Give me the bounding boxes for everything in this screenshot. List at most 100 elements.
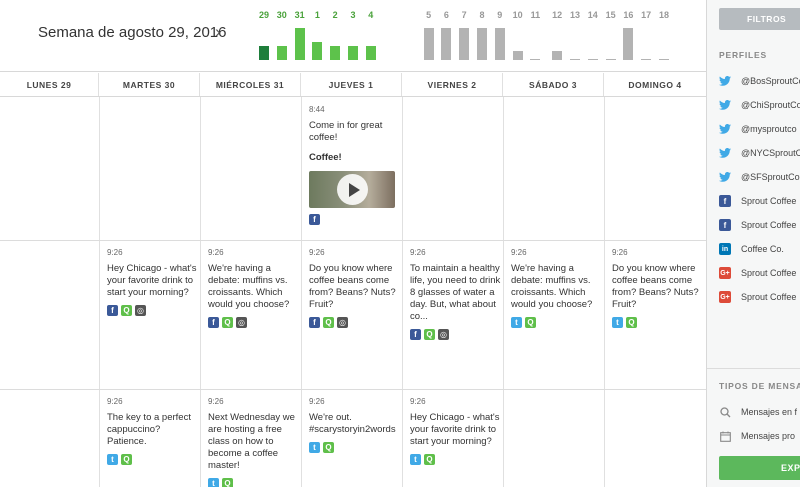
post-card[interactable]: 9:26 To maintain a healthy life, you nee… <box>410 248 502 340</box>
profile-name: Sprout Coffee <box>741 196 797 206</box>
post-text: Hey Chicago - what's your favorite drink… <box>107 263 197 298</box>
profile-item[interactable]: G+ Sprout Coffee <box>719 265 796 281</box>
histogram-day-label: 9 <box>497 10 503 20</box>
histogram-bar[interactable] <box>641 58 652 60</box>
facebook-icon: f <box>309 214 320 225</box>
histogram-day-label: 16 <box>623 10 634 20</box>
message-type-item[interactable]: Mensajes pro <box>719 430 795 442</box>
histogram-bar[interactable] <box>348 46 358 60</box>
profile-name: @ChiSproutCo <box>741 100 800 110</box>
histogram-bar[interactable] <box>441 28 452 60</box>
post-card[interactable]: 9:26 We're having a debate: muffins vs. … <box>208 248 300 328</box>
message-type-item[interactable]: Mensajes en f <box>719 406 797 418</box>
twitter-icon <box>719 99 731 111</box>
week-title: Semana de agosto 29, 2016 <box>38 24 227 41</box>
histogram-day-label: 17 <box>641 10 652 20</box>
profile-item[interactable]: @NYCSproutCo <box>719 145 800 161</box>
histogram-day-label: 31 <box>294 10 305 20</box>
histogram-day-label: 5 <box>426 10 432 20</box>
histogram-day-label: 14 <box>587 10 598 20</box>
search-icon <box>719 406 731 418</box>
post-text: To maintain a healthy life, you need to … <box>410 263 501 322</box>
profile-name: @SFSproutCo <box>741 172 800 182</box>
histogram-bar[interactable] <box>423 28 434 60</box>
post-text: Do you know where coffee beans come from… <box>309 263 396 310</box>
export-button[interactable]: EXP <box>719 456 800 480</box>
post-card[interactable]: 8:44 Come in for great coffee! Coffee! f <box>309 105 401 225</box>
post-card[interactable]: 9:26 Do you know where coffee beans come… <box>612 248 704 328</box>
post-text: We're having a debate: muffins vs. crois… <box>208 263 290 310</box>
twitter-icon: t <box>612 317 623 328</box>
histogram-bar[interactable] <box>276 46 287 60</box>
calendar-icon <box>719 430 731 442</box>
video-thumbnail[interactable] <box>309 171 395 208</box>
histogram-bar[interactable] <box>570 58 580 60</box>
histogram-bar[interactable] <box>512 50 523 60</box>
profile-item[interactable]: in Coffee Co. <box>719 241 784 257</box>
twitter-icon: t <box>208 478 219 487</box>
post-time: 9:26 <box>107 248 123 257</box>
sprout-icon: Q <box>424 454 435 465</box>
histogram-bar[interactable] <box>494 28 505 60</box>
post-time: 9:26 <box>511 248 527 257</box>
post-card[interactable]: 9:26 Next Wednesday we are hosting a fre… <box>208 397 300 487</box>
post-card[interactable]: 9:26 Do you know where coffee beans come… <box>309 248 401 328</box>
facebook-icon: f <box>719 219 731 231</box>
target-icon: ◎ <box>236 317 247 328</box>
day-header: JUEVES 1 <box>301 73 402 96</box>
histogram-bar[interactable] <box>294 28 305 60</box>
facebook-icon: f <box>208 317 219 328</box>
histogram-bar[interactable] <box>477 28 487 60</box>
post-card[interactable]: 9:26 Hey Chicago - what's your favorite … <box>410 397 502 465</box>
histogram-day-label: 30 <box>276 10 287 20</box>
google-plus-icon: G+ <box>719 267 731 279</box>
post-card[interactable]: 9:26 We're out. #scarystoryin2words t Q <box>309 397 401 453</box>
histogram-bar[interactable] <box>459 28 470 60</box>
google-plus-icon: G+ <box>719 291 731 303</box>
post-card[interactable]: 9:26 Hey Chicago - what's your favorite … <box>107 248 199 316</box>
histogram-day-label: 12 <box>552 10 563 20</box>
histogram-day-label: 6 <box>443 10 449 20</box>
profile-item[interactable]: @SFSproutCo <box>719 169 800 185</box>
histogram-day-label: 15 <box>605 10 616 20</box>
profile-name: Sprout Coffee <box>741 220 797 230</box>
post-time: 9:26 <box>410 248 426 257</box>
profile-name: Sprout Coffee <box>741 292 797 302</box>
histogram-day-label: 11 <box>530 10 541 20</box>
histogram-bar[interactable] <box>530 58 541 60</box>
post-time: 9:26 <box>208 397 224 406</box>
histogram-day-label: 10 <box>512 10 523 20</box>
sprout-icon: Q <box>525 317 536 328</box>
profile-name: @NYCSproutCo <box>741 148 800 158</box>
histogram-bar[interactable] <box>605 58 616 60</box>
profile-item[interactable]: @ChiSproutCo <box>719 97 800 113</box>
profile-name: @mysproutco <box>741 124 797 134</box>
facebook-icon: f <box>719 195 731 207</box>
profile-item[interactable]: f Sprout Coffee <box>719 217 796 233</box>
filter-button[interactable]: FILTROS <box>719 8 800 30</box>
post-card[interactable]: 9:26 The key to a perfect cappuccino? Pa… <box>107 397 199 465</box>
histogram-bar[interactable] <box>552 50 563 60</box>
histogram-bar[interactable] <box>587 58 598 60</box>
profiles-section-title: PERFILES <box>719 50 767 60</box>
histogram-bar[interactable] <box>330 46 341 60</box>
post-card[interactable]: 9:26 We're having a debate: muffins vs. … <box>511 248 603 328</box>
histogram-bar[interactable] <box>312 41 323 60</box>
profile-item[interactable]: @mysproutco <box>719 121 797 137</box>
histogram-bar[interactable] <box>659 58 669 60</box>
linkedin-icon: in <box>719 243 731 255</box>
day-header: LUNES 29 <box>0 73 99 96</box>
profile-item[interactable]: G+ Sprout Coffee <box>719 289 796 305</box>
profile-item[interactable]: f Sprout Coffee <box>719 193 796 209</box>
histogram-bar[interactable] <box>623 28 634 60</box>
histogram-bar[interactable] <box>365 46 376 60</box>
twitter-icon: t <box>309 442 320 453</box>
play-icon[interactable] <box>337 174 368 205</box>
profile-item[interactable]: @BosSproutCo <box>719 73 800 89</box>
day-header: MIÉRCOLES 31 <box>200 73 301 96</box>
histogram-day-label: 4 <box>368 10 374 20</box>
sprout-icon: Q <box>626 317 637 328</box>
histogram-bar[interactable] <box>259 46 269 60</box>
histogram-day-label: 13 <box>569 10 580 20</box>
next-week-arrow-icon[interactable]: › <box>215 22 221 41</box>
